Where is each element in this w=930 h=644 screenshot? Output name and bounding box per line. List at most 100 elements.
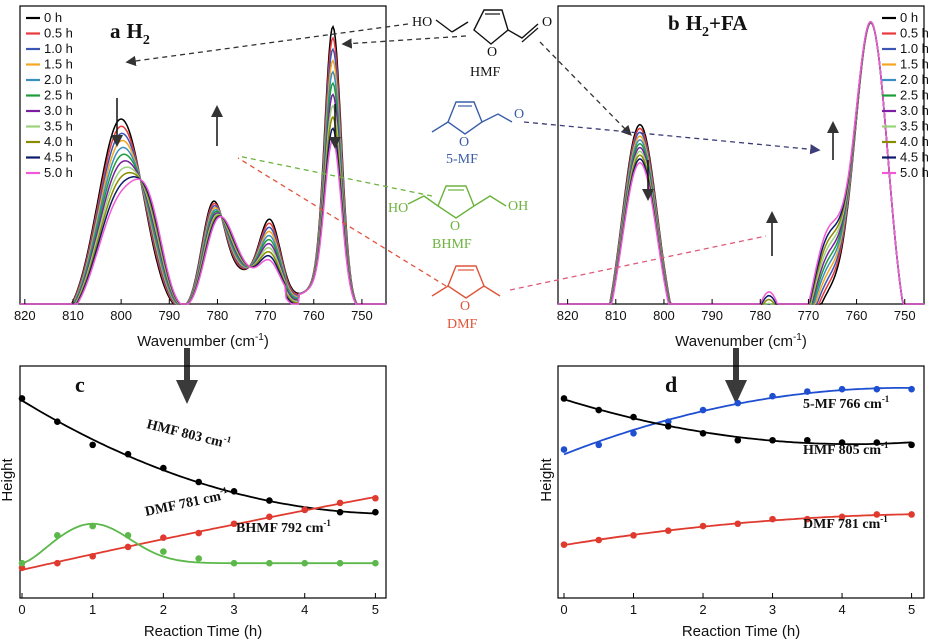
legend-label: 1.0 h <box>44 41 73 56</box>
data-point <box>630 532 637 539</box>
x-tick-label: 3 <box>769 602 776 617</box>
spectrum-line-3 <box>558 21 924 305</box>
annotation-hmf-805: HMF 805 cm-1 <box>803 440 889 458</box>
data-point <box>124 543 132 551</box>
dmf-ring-o-label: O <box>460 299 470 314</box>
x-tick-label: 2 <box>160 602 167 617</box>
data-point <box>266 497 273 504</box>
data-point <box>664 418 672 425</box>
panel-d: 0 1 2 3 4 5 d Height Reaction Time (h) 5-MF 7… <box>538 365 925 640</box>
hmf-structure: HO O O HMF <box>412 9 552 80</box>
panel-a-curves <box>20 24 386 305</box>
spectrum-line-5 <box>20 81 386 305</box>
x-tick-label: 1 <box>89 602 96 617</box>
spectrum-line-6 <box>558 21 924 305</box>
data-point <box>560 446 568 453</box>
spectrum-line-8 <box>558 21 924 305</box>
panel-b-curves <box>558 20 924 305</box>
bhmf-oh-label: OH <box>508 199 528 214</box>
panel-c-frame <box>19 365 387 599</box>
legend-label: 1.5 h <box>44 57 73 72</box>
data-point <box>908 511 915 518</box>
bhmf-ring-o-label: O <box>450 219 460 234</box>
data-point <box>124 450 132 458</box>
spectrum-line-9 <box>558 20 924 305</box>
data-point <box>873 511 881 518</box>
data-point <box>838 439 846 446</box>
spectrum-line-10 <box>558 20 924 305</box>
connector-hmf-a800 <box>125 23 409 67</box>
panel-b-x-axis-label: Wavenumber (cm-1) <box>675 332 807 350</box>
panel-d-frame <box>557 365 925 599</box>
fit-line-2 <box>21 522 376 565</box>
bhmf-structure: HO O OH BHMF <box>388 185 528 252</box>
panel-c-x-axis-label: Reaction Time (h) <box>144 623 262 640</box>
data-point <box>908 441 915 449</box>
x-tick-label: 810 <box>62 308 84 323</box>
legend-label: 3.0 h <box>900 103 929 118</box>
data-point <box>838 513 846 521</box>
connector-hmf-b805 <box>539 41 632 136</box>
panel-d-y-axis-label: Height <box>538 457 555 501</box>
x-tick-label: 5 <box>372 602 379 617</box>
x-tick-label: 4 <box>838 602 845 617</box>
bhmf-ho-label: HO <box>388 201 408 216</box>
panel-c-plot <box>18 395 379 572</box>
x-tick-label: 770 <box>798 308 820 323</box>
spectrum-line-5 <box>558 21 924 305</box>
panel-c-y-axis-label: Height <box>0 457 16 501</box>
spectrum-line-9 <box>20 127 386 305</box>
connector-5mf-b766 <box>523 121 821 155</box>
panel-a-x-ticks: 820 810 800 790 780 770 760 750 <box>14 299 373 323</box>
legend-label: 0.5 h <box>44 26 73 41</box>
x-tick-label: 5 <box>908 602 915 617</box>
data-point <box>560 395 568 402</box>
panel-b-frame <box>557 5 925 305</box>
data-point <box>560 541 568 548</box>
spectrum-line-1 <box>558 21 924 305</box>
bhmf-label: BHMF <box>432 237 472 252</box>
spectrum-line-10 <box>20 138 386 305</box>
data-point <box>266 513 273 521</box>
data-point <box>89 522 96 530</box>
x-tick-label: 820 <box>557 308 579 323</box>
data-point <box>769 436 776 444</box>
data-point <box>301 506 309 514</box>
panel-c-x-ticks: 0 1 2 3 4 5 <box>18 593 379 617</box>
panel-b-title: b H2+FA <box>668 11 748 40</box>
spectrum-line-2 <box>558 21 924 305</box>
legend-label: 1.0 h <box>900 41 929 56</box>
dmf-structure: O DMF <box>431 265 501 332</box>
5mf-carbonyl-o-label: O <box>514 107 524 122</box>
spectrum-line-6 <box>20 93 386 305</box>
data-point <box>18 564 26 572</box>
data-point <box>266 559 273 567</box>
annotation-hmf-803: HMF 803 cm-1 <box>145 414 233 452</box>
panel-a: 820 810 800 790 780 770 760 750 0 h0.5 h1.0 h1.… <box>14 5 387 350</box>
legend-label: 4.5 h <box>44 150 73 165</box>
data-point <box>699 429 707 437</box>
data-point <box>372 508 379 516</box>
panel-b-x-ticks: 820 810 800 790 780 770 760 750 <box>557 299 916 323</box>
hmf-ring-o-label: O <box>487 45 497 60</box>
data-point <box>160 464 167 472</box>
panel-c: 0 1 2 3 4 5 c Height Reaction Time (h) HMF 80… <box>0 365 387 640</box>
data-point <box>195 529 202 537</box>
x-tick-label: 820 <box>14 308 36 323</box>
data-point <box>630 413 637 421</box>
legend-label: 0 h <box>900 10 918 25</box>
annotation-dmf-781: DMF 781 cm-1 <box>143 485 230 520</box>
x-tick-label: 4 <box>301 602 308 617</box>
panel-a-legend: 0 h0.5 h1.0 h1.5 h2.0 h2.5 h3.0 h3.5 h4.… <box>26 10 73 180</box>
data-point <box>230 487 238 495</box>
legend-label: 4.5 h <box>900 150 929 165</box>
molecule-structures: HO O O HMF O O 5-MF HO O OH BHMF <box>388 9 552 332</box>
data-point <box>230 520 238 528</box>
hmf-label: HMF <box>470 65 501 80</box>
spectrum-line-7 <box>558 21 924 305</box>
connector-lines <box>125 23 821 291</box>
data-point <box>734 520 742 528</box>
panel-b: 820 810 800 790 780 770 760 750 0 h0.5 h1.0 h1.… <box>557 5 929 350</box>
panel-d-letter: d <box>665 372 677 397</box>
data-point <box>873 385 881 393</box>
